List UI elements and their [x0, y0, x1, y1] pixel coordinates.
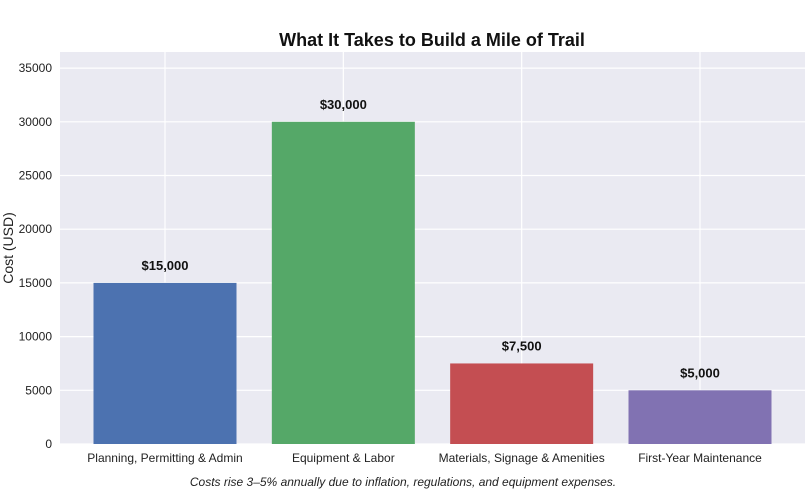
y-tick-label: 35000: [19, 61, 53, 75]
y-tick-label: 10000: [19, 330, 53, 344]
y-tick-label: 15000: [19, 276, 53, 290]
x-tick-label: First-Year Maintenance: [638, 451, 762, 465]
bar: [628, 390, 772, 444]
chart-title: What It Takes to Build a Mile of Trail: [279, 30, 585, 50]
chart-caption: Costs rise 3–5% annually due to inflatio…: [190, 475, 616, 489]
y-tick-label: 0: [45, 437, 52, 451]
bar: [271, 121, 415, 444]
x-tick-label: Planning, Permitting & Admin: [87, 451, 242, 465]
y-axis-tick-labels: 0 5000 10000 15000 20000 25000 30000 35000: [19, 61, 53, 451]
bar-value-label: $5,000: [680, 365, 720, 380]
y-tick-label: 5000: [25, 383, 52, 397]
bars: [93, 121, 772, 444]
y-tick-label: 20000: [19, 222, 53, 236]
bar-value-label: $30,000: [320, 97, 367, 112]
bar: [450, 363, 594, 444]
data-labels: $15,000 $30,000 $7,500 $5,000: [142, 97, 720, 380]
x-axis-tick-labels: Planning, Permitting & Admin Equipment & …: [87, 451, 762, 465]
bar: [93, 282, 237, 444]
bar-value-label: $15,000: [142, 258, 189, 273]
y-axis-label: Cost (USD): [0, 212, 16, 284]
bar-value-label: $7,500: [502, 338, 542, 353]
y-tick-label: 25000: [19, 169, 53, 183]
x-tick-label: Materials, Signage & Amenities: [439, 451, 605, 465]
y-tick-label: 30000: [19, 115, 53, 129]
x-tick-label: Equipment & Labor: [292, 451, 395, 465]
